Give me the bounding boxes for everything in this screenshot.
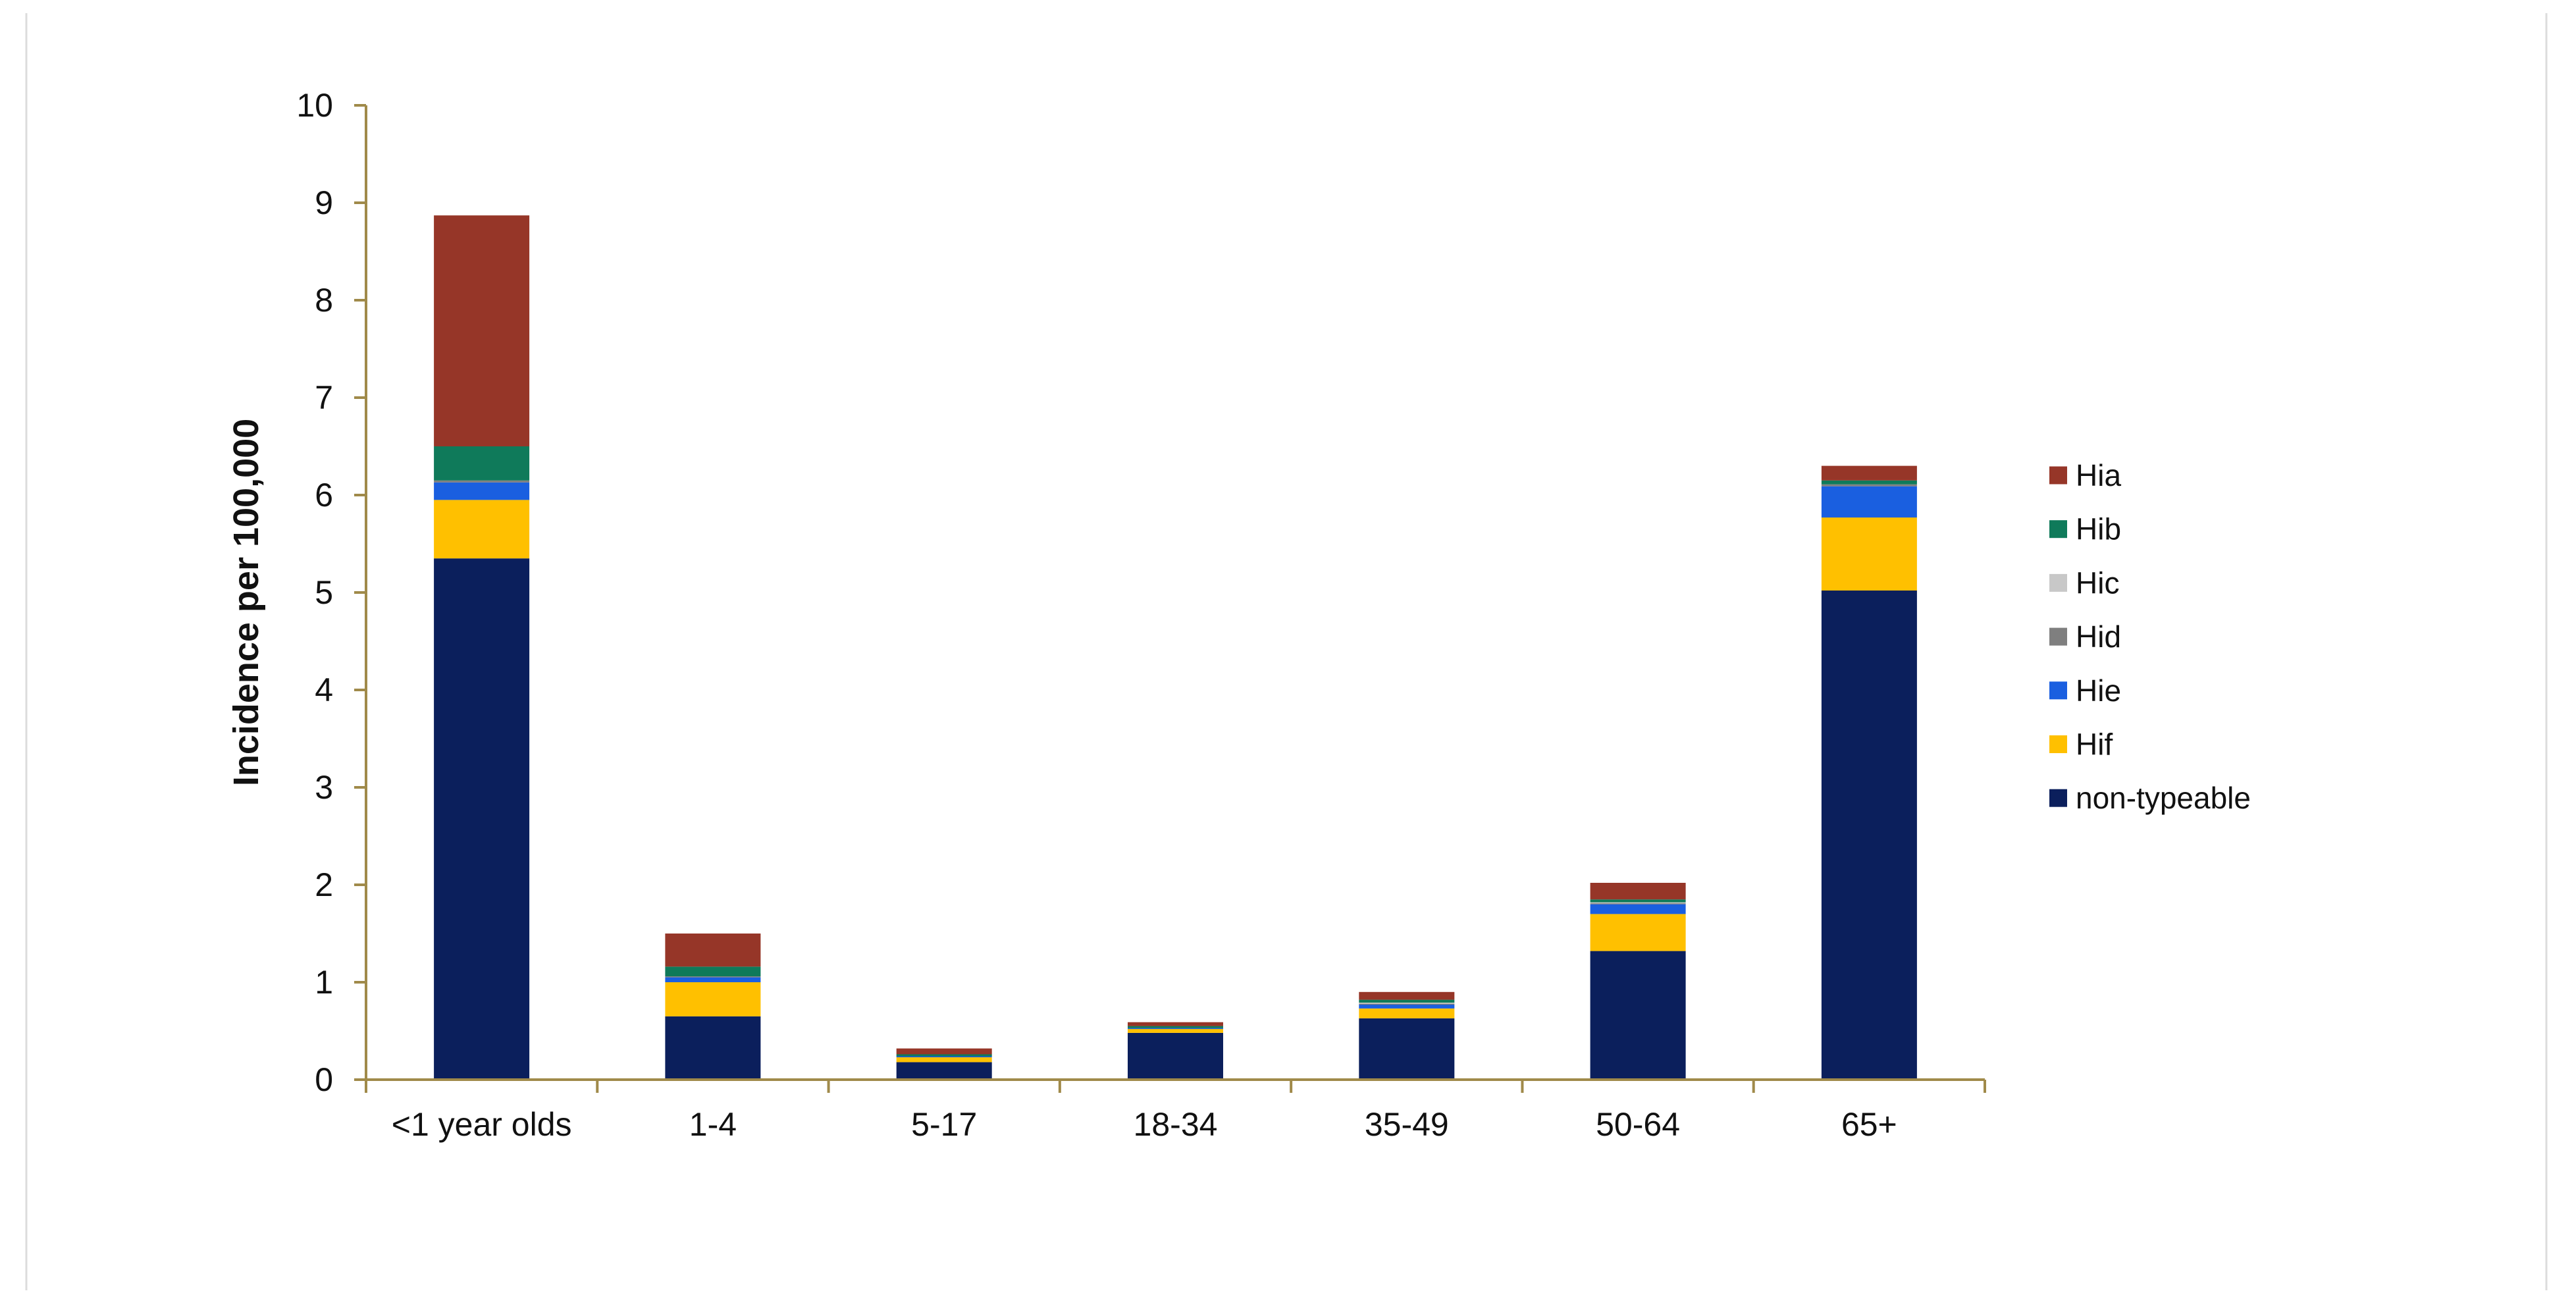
y-tick-label-10: 10 xyxy=(296,87,333,124)
bar-segment-hif-2 xyxy=(896,1057,992,1063)
legend-label-hib: Hib xyxy=(2076,512,2121,546)
bars-layer xyxy=(434,215,1917,1080)
x-tick-label-3: 18-34 xyxy=(1134,1106,1218,1143)
y-tick-label-1: 1 xyxy=(315,964,333,1001)
x-tick-label-0: <1 year olds xyxy=(392,1106,572,1143)
bar-segment-hid-5 xyxy=(1590,903,1686,905)
bar-segment-hib-1 xyxy=(665,966,761,977)
bar-segment-hia-3 xyxy=(1128,1022,1223,1026)
bar-segment-non-typeable-4 xyxy=(1359,1018,1455,1080)
bar-segment-hib-3 xyxy=(1128,1026,1223,1028)
bar-segment-hie-0 xyxy=(434,482,530,500)
bar-segment-hic-5 xyxy=(1590,902,1686,904)
bar-segment-hif-0 xyxy=(434,500,530,559)
bar-segment-hie-6 xyxy=(1821,486,1917,518)
bar-segment-hie-5 xyxy=(1590,904,1686,914)
bar-segment-hia-2 xyxy=(896,1048,992,1055)
y-tick-label-3: 3 xyxy=(315,769,333,806)
y-tick-label-5: 5 xyxy=(315,574,333,611)
bar-segment-hia-4 xyxy=(1359,991,1455,1000)
x-tick-label-6: 65+ xyxy=(1841,1106,1897,1143)
bar-segment-non-typeable-1 xyxy=(665,1016,761,1080)
bar-segment-hie-1 xyxy=(665,977,761,982)
bar-segment-hib-0 xyxy=(434,446,530,481)
bar-segment-hia-6 xyxy=(1821,465,1917,481)
y-tick-label-9: 9 xyxy=(315,184,333,221)
bar-segment-hid-4 xyxy=(1359,1003,1455,1005)
x-tick-label-2: 5-17 xyxy=(911,1106,977,1143)
y-axis-title: Incidence per 100,000 xyxy=(226,419,266,786)
bar-segment-hie-2 xyxy=(896,1056,992,1057)
y-tick-label-8: 8 xyxy=(315,282,333,319)
legend-swatch-hic xyxy=(2049,573,2067,592)
bar-segment-non-typeable-5 xyxy=(1590,951,1686,1080)
x-tick-label-1: 1-4 xyxy=(689,1106,737,1143)
legend-swatch-hif xyxy=(2049,735,2067,753)
bar-segment-non-typeable-0 xyxy=(434,558,530,1080)
y-tick-label-2: 2 xyxy=(315,866,333,903)
x-tick-label-4: 35-49 xyxy=(1365,1106,1449,1143)
legend: Hia Hib Hic Hid Hie Hif non-typeable xyxy=(2049,458,2251,815)
x-tick-label-5: 50-64 xyxy=(1596,1106,1680,1143)
legend-swatch-hid xyxy=(2049,627,2067,646)
bar-segment-hid-1 xyxy=(665,976,761,978)
bar-segment-hib-2 xyxy=(896,1054,992,1057)
bar-segment-hie-3 xyxy=(1128,1028,1223,1030)
bar-segment-hia-0 xyxy=(434,215,530,446)
bar-segment-hib-4 xyxy=(1359,999,1455,1003)
bar-segment-hie-4 xyxy=(1359,1005,1455,1009)
legend-label-hia: Hia xyxy=(2076,458,2121,492)
bar-segment-non-typeable-3 xyxy=(1128,1033,1223,1080)
legend-swatch-non-typeable xyxy=(2049,789,2067,807)
bar-segment-non-typeable-6 xyxy=(1821,591,1917,1080)
legend-swatch-hia xyxy=(2049,466,2067,485)
bar-segment-hif-3 xyxy=(1128,1029,1223,1033)
legend-label-hic: Hic xyxy=(2076,566,2119,600)
bar-segment-hia-5 xyxy=(1590,883,1686,900)
y-tick-label-7: 7 xyxy=(315,379,333,416)
bar-segment-hif-5 xyxy=(1590,914,1686,951)
legend-label-non-typeable: non-typeable xyxy=(2076,781,2251,815)
bar-segment-hia-1 xyxy=(665,934,761,967)
bar-segment-hib-5 xyxy=(1590,899,1686,903)
legend-label-hid: Hid xyxy=(2076,619,2121,654)
bar-segment-hid-6 xyxy=(1821,484,1917,487)
legend-swatch-hib xyxy=(2049,520,2067,539)
y-tick-label-6: 6 xyxy=(315,477,333,513)
bar-segment-hif-4 xyxy=(1359,1009,1455,1018)
legend-label-hif: Hif xyxy=(2076,727,2113,762)
bar-segment-non-typeable-2 xyxy=(896,1062,992,1080)
bar-segment-hid-0 xyxy=(434,480,530,483)
bar-segment-hic-4 xyxy=(1359,1003,1455,1004)
y-tick-label-4: 4 xyxy=(315,671,333,708)
axes-layer: 0 1 2 3 4 5 6 7 8 9 10 <1 year olds 1-4 5-17 18-34 35-4… xyxy=(296,87,1986,1143)
bar-segment-hib-6 xyxy=(1821,480,1917,485)
bar-segment-hif-1 xyxy=(665,982,761,1016)
legend-swatch-hie xyxy=(2049,681,2067,700)
legend-label-hie: Hie xyxy=(2076,673,2121,708)
y-tick-label-0: 0 xyxy=(315,1061,333,1098)
bar-segment-hif-6 xyxy=(1821,517,1917,591)
